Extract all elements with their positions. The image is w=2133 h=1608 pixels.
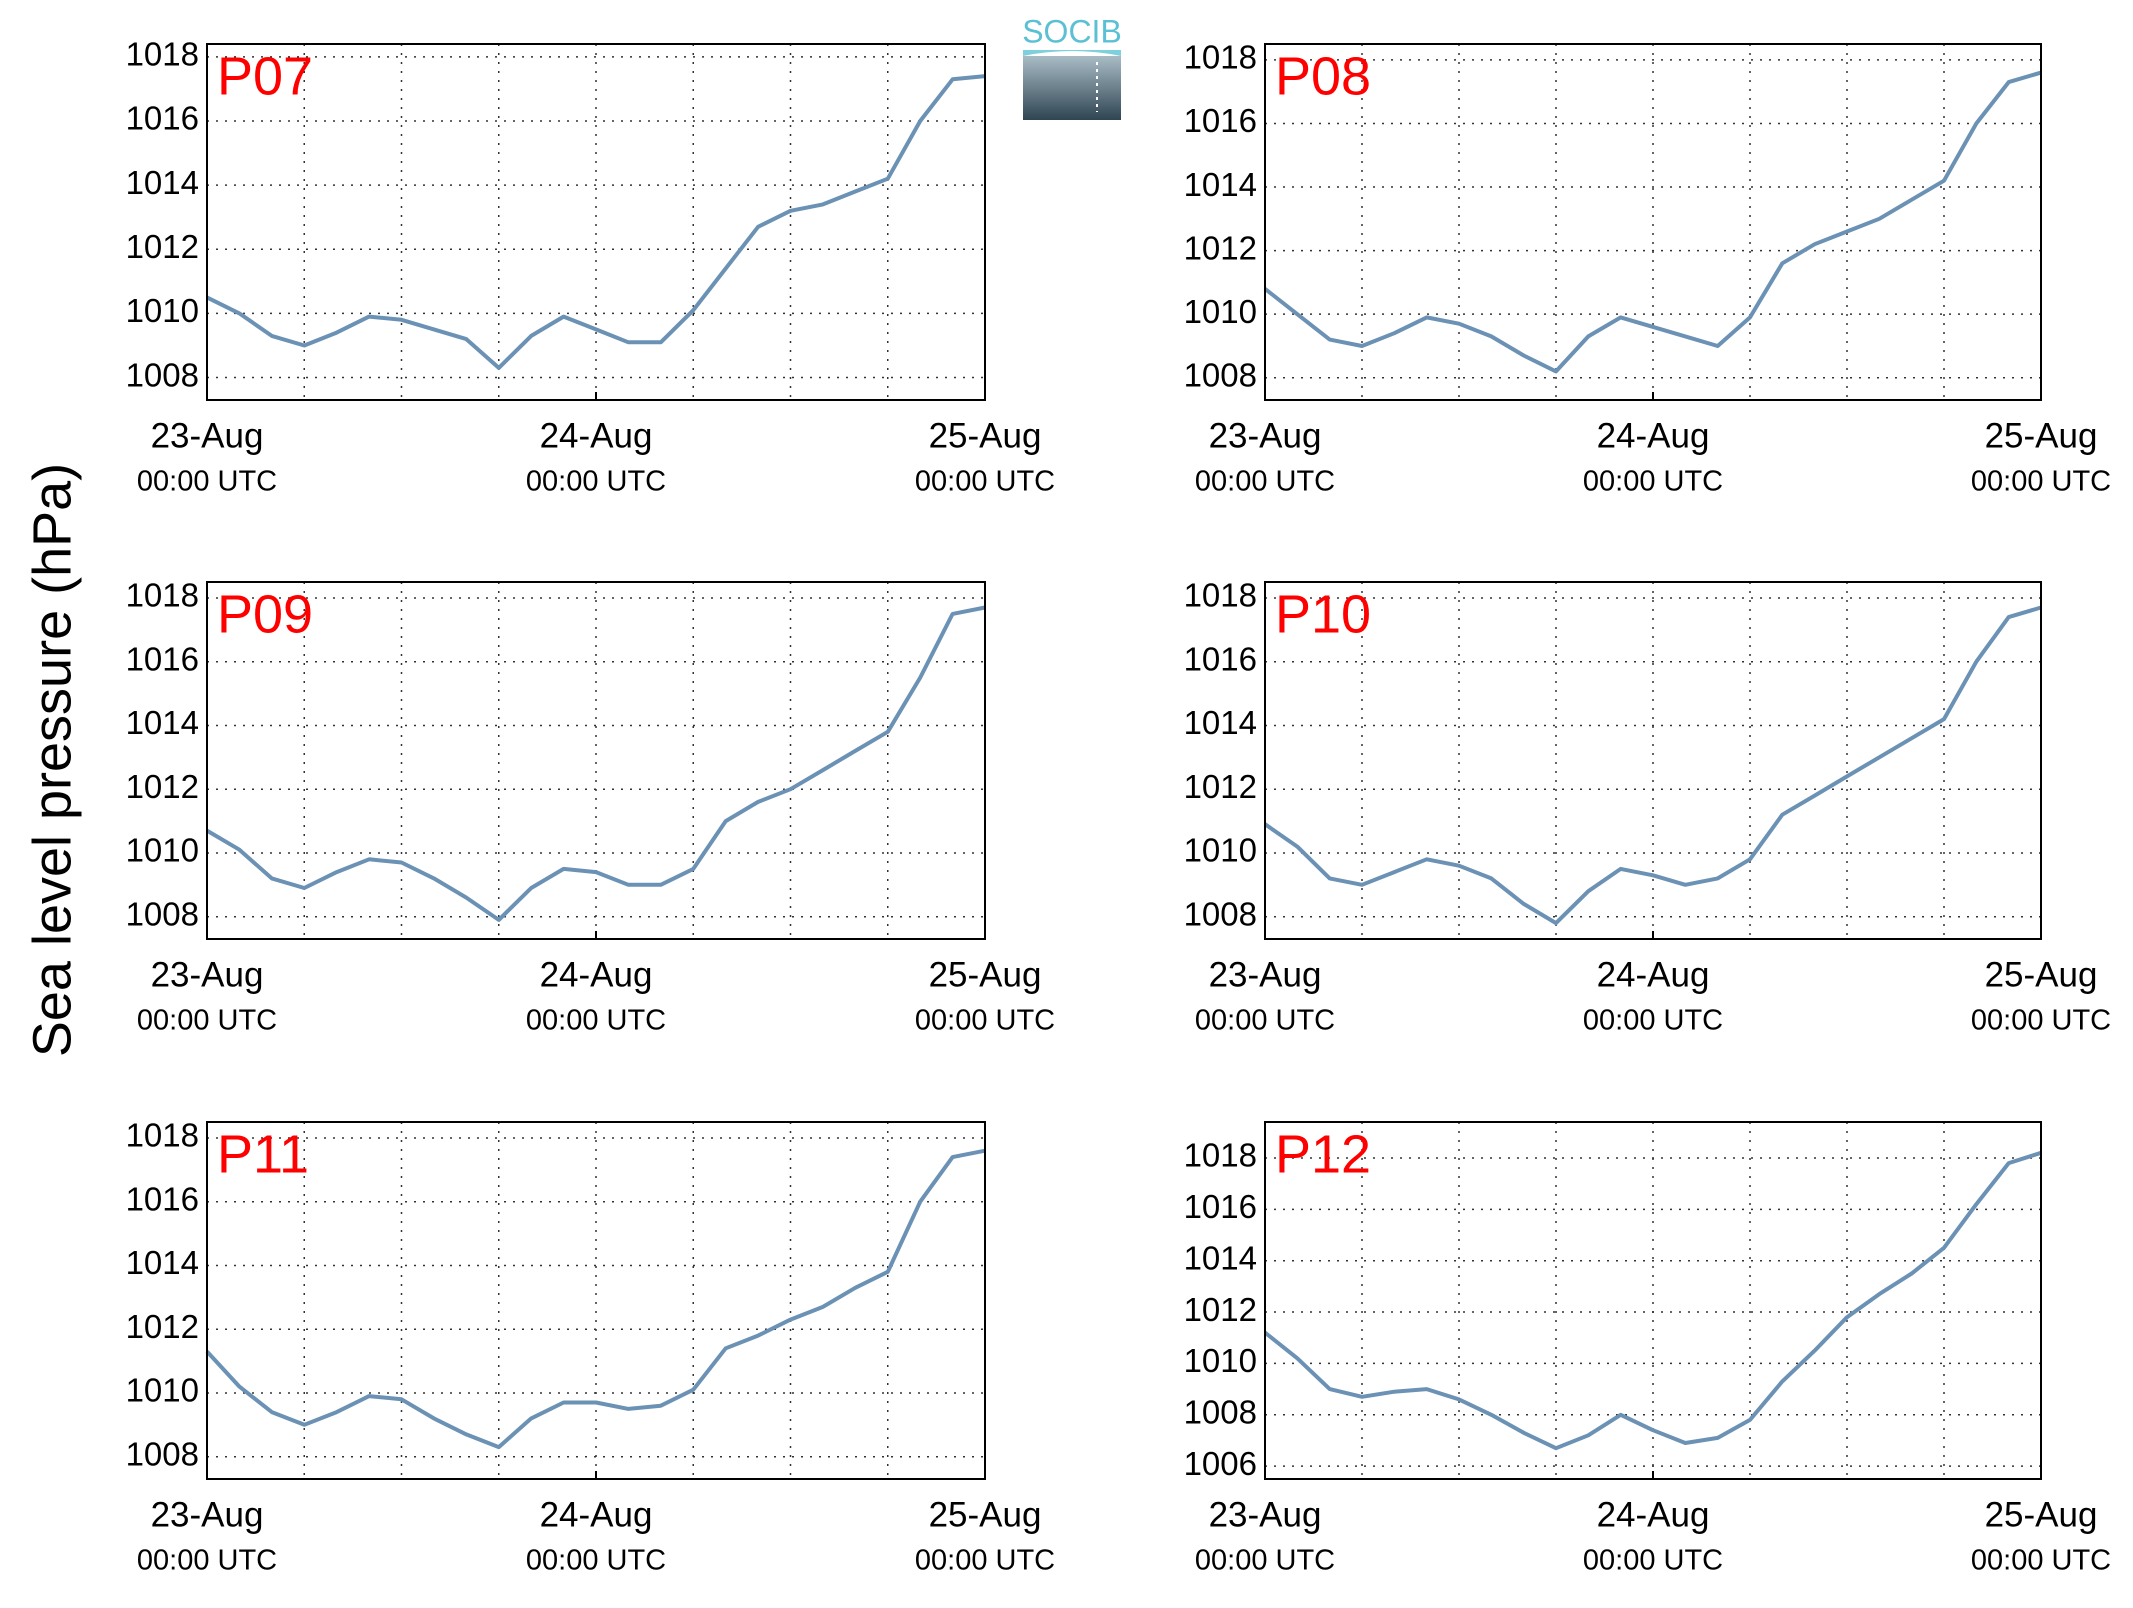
line-series: [205, 605, 986, 922]
x-tick-label: 24-Aug: [540, 955, 653, 994]
x-tick-label: 24-Aug: [1597, 955, 1710, 994]
axes-box: [1264, 581, 2042, 940]
y-tick-label: 1010: [126, 1372, 199, 1409]
x-tick-time: 00:00 UTC: [1195, 466, 1335, 498]
x-tick-time: 00:00 UTC: [1583, 1005, 1723, 1037]
y-tick-label: 1010: [1184, 293, 1257, 330]
logo-shape: [1023, 56, 1121, 120]
y-tick-label: 1016: [1184, 1188, 1257, 1225]
x-tick-time: 00:00 UTC: [1971, 466, 2111, 498]
logo-text: SOCIB: [1022, 13, 1122, 49]
x-tick-time: 00:00 UTC: [915, 466, 1055, 498]
x-tick-label: 24-Aug: [1597, 416, 1710, 455]
y-tick-label: 1008: [126, 356, 199, 393]
panel-title: P07: [217, 46, 313, 106]
x-tick-time: 00:00 UTC: [526, 1005, 666, 1037]
logo-wave: [1023, 50, 1121, 56]
x-tick-label: 24-Aug: [1597, 1495, 1710, 1534]
y-tick-label: 1018: [126, 577, 199, 614]
x-tick-label: 23-Aug: [151, 955, 264, 994]
x-tick-time: 00:00 UTC: [1583, 1545, 1723, 1577]
x-tick-time: 00:00 UTC: [137, 1545, 277, 1577]
x-tick-time: 00:00 UTC: [1195, 1545, 1335, 1577]
x-tick-label: 25-Aug: [929, 955, 1042, 994]
y-tick-label: 1008: [1184, 1394, 1257, 1431]
logo: SOCIB: [1022, 13, 1122, 120]
y-tick-label: 1016: [1184, 102, 1257, 139]
y-tick-label: 1010: [1184, 832, 1257, 869]
panel-title: P12: [1275, 1124, 1371, 1184]
y-tick-label: 1012: [126, 228, 199, 265]
y-tick-label: 1012: [1184, 229, 1257, 266]
axes-box: [206, 1121, 986, 1480]
axes-box: [206, 581, 986, 940]
panel-title: P08: [1275, 46, 1371, 106]
axes-box: [206, 43, 986, 401]
x-tick-label: 25-Aug: [929, 1495, 1042, 1534]
y-tick-label: 1016: [1184, 640, 1257, 677]
y-axis-label: Sea level pressure (hPa): [22, 463, 82, 1057]
line-series: [1263, 70, 2042, 374]
y-tick-label: 1008: [126, 1435, 199, 1472]
line-series: [206, 74, 986, 370]
y-tick-label: 1012: [126, 1308, 199, 1345]
y-tick-label: 1008: [1184, 895, 1257, 932]
x-tick-label: 23-Aug: [151, 416, 264, 455]
x-tick-label: 25-Aug: [1985, 416, 2098, 455]
y-tick-label: 1008: [1184, 356, 1257, 393]
x-tick-time: 00:00 UTC: [137, 466, 277, 498]
y-tick-label: 1016: [126, 640, 199, 677]
y-tick-label: 1012: [1184, 1291, 1257, 1328]
panel-title: P09: [217, 584, 313, 644]
y-tick-label: 1010: [1184, 1342, 1257, 1379]
axes-box: [1264, 43, 2042, 401]
y-tick-label: 1010: [126, 832, 199, 869]
line-series: [205, 1148, 986, 1450]
panel-title: P10: [1275, 584, 1371, 644]
x-tick-label: 25-Aug: [1985, 955, 2098, 994]
y-tick-label: 1016: [126, 100, 199, 137]
x-tick-label: 25-Aug: [929, 416, 1042, 455]
y-tick-label: 1016: [126, 1180, 199, 1217]
y-tick-label: 1014: [126, 164, 199, 201]
y-tick-label: 1018: [1184, 1137, 1257, 1174]
y-tick-label: 1010: [126, 292, 199, 329]
x-tick-time: 00:00 UTC: [1195, 1005, 1335, 1037]
y-tick-label: 1006: [1184, 1445, 1257, 1482]
y-tick-label: 1014: [126, 704, 199, 741]
y-tick-label: 1012: [126, 768, 199, 805]
x-tick-label: 23-Aug: [1209, 1495, 1322, 1534]
x-tick-time: 00:00 UTC: [1971, 1005, 2111, 1037]
x-tick-time: 00:00 UTC: [1583, 466, 1723, 498]
x-tick-label: 23-Aug: [1209, 416, 1322, 455]
panel-title: P11: [217, 1124, 309, 1184]
y-tick-label: 1014: [1184, 166, 1257, 203]
x-tick-time: 00:00 UTC: [1971, 1545, 2111, 1577]
x-tick-time: 00:00 UTC: [915, 1545, 1055, 1577]
line-series: [1263, 1150, 2042, 1451]
line-series: [1263, 605, 2042, 926]
axes-box: [1264, 1121, 2042, 1480]
x-tick-time: 00:00 UTC: [137, 1005, 277, 1037]
y-tick-label: 1008: [126, 895, 199, 932]
x-tick-label: 23-Aug: [151, 1495, 264, 1534]
x-tick-time: 00:00 UTC: [526, 1545, 666, 1577]
x-tick-label: 24-Aug: [540, 416, 653, 455]
y-tick-label: 1018: [1184, 39, 1257, 76]
x-tick-time: 00:00 UTC: [526, 466, 666, 498]
x-tick-time: 00:00 UTC: [915, 1005, 1055, 1037]
y-tick-label: 1012: [1184, 768, 1257, 805]
y-tick-label: 1014: [126, 1244, 199, 1281]
x-tick-label: 24-Aug: [540, 1495, 653, 1534]
y-tick-label: 1018: [1184, 577, 1257, 614]
x-tick-label: 23-Aug: [1209, 955, 1322, 994]
y-tick-label: 1018: [126, 1117, 199, 1154]
y-tick-label: 1018: [126, 36, 199, 73]
y-tick-label: 1014: [1184, 704, 1257, 741]
y-tick-label: 1014: [1184, 1239, 1257, 1276]
x-tick-label: 25-Aug: [1985, 1495, 2098, 1534]
